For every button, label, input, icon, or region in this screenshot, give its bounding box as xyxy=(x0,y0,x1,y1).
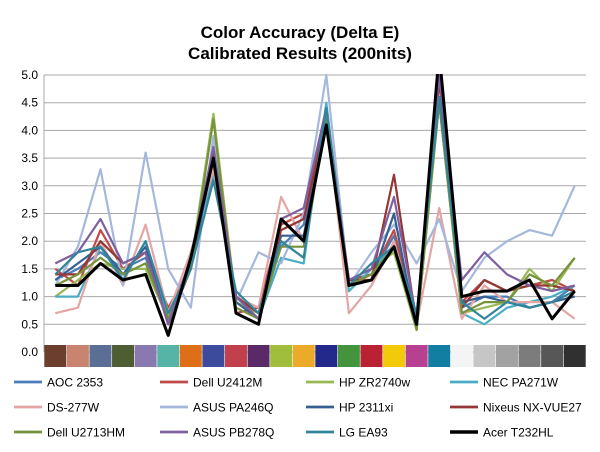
y-axis-ticks: 0.0 0.5 1.0 1.5 2.0 2.5 3.0 3.5 4.0 4.5 5.0 xyxy=(21,68,38,359)
legend-label: AOC 2353 xyxy=(47,376,103,390)
legend-label: ASUS PB278Q xyxy=(193,426,274,440)
y-tick-label: 5.0 xyxy=(21,68,38,82)
chart-title: Color Accuracy (Delta E) xyxy=(201,23,400,42)
legend-label: Dell U2713HM xyxy=(47,426,125,440)
x-color-swatch xyxy=(270,345,293,367)
legend-label: HP ZR2740w xyxy=(339,376,410,390)
chart-subtitle: Calibrated Results (200nits) xyxy=(188,44,412,63)
y-tick-label: 1.5 xyxy=(21,262,38,276)
x-axis-color-swatches xyxy=(44,345,586,367)
series-line-11 xyxy=(55,74,576,337)
series-line-9 xyxy=(54,74,575,326)
legend-label: HP 2311xi xyxy=(339,401,393,415)
x-color-swatch xyxy=(134,345,157,367)
x-color-swatch xyxy=(202,345,225,367)
y-tick-label: 4.5 xyxy=(21,96,38,110)
legend-label: Nixeus NX-VUE27 xyxy=(483,401,582,415)
y-tick-label: 2.5 xyxy=(21,207,38,221)
x-color-swatch xyxy=(337,345,360,367)
x-color-swatch xyxy=(292,345,315,367)
legend-label: DS-277W xyxy=(47,401,100,415)
x-color-swatch xyxy=(405,345,428,367)
y-tick-label: 2.0 xyxy=(21,234,38,248)
x-color-swatch xyxy=(450,345,473,367)
y-tick-label: 3.5 xyxy=(21,151,38,165)
x-color-swatch xyxy=(518,345,541,367)
x-color-swatch xyxy=(563,345,586,367)
x-color-swatch xyxy=(428,345,451,367)
x-color-swatch xyxy=(541,345,564,367)
series-lines xyxy=(54,74,576,337)
x-color-swatch xyxy=(66,345,89,367)
x-color-swatch xyxy=(360,345,383,367)
x-color-swatch xyxy=(179,345,202,367)
y-tick-label: 1.0 xyxy=(21,290,38,304)
x-color-swatch xyxy=(112,345,135,367)
x-color-swatch xyxy=(247,345,270,367)
legend-label: ASUS PA246Q xyxy=(193,401,273,415)
legend-label: Dell U2412M xyxy=(193,376,262,390)
x-color-swatch xyxy=(157,345,180,367)
legend: AOC 2353 Dell U2412M HP ZR2740w NEC PA271W D… xyxy=(14,376,582,440)
x-color-swatch xyxy=(224,345,247,367)
legend-label: NEC PA271W xyxy=(483,376,559,390)
x-color-swatch xyxy=(473,345,496,367)
x-color-swatch xyxy=(44,345,67,367)
series-line-7 xyxy=(55,79,575,326)
legend-label: LG EA93 xyxy=(339,426,388,440)
legend-label: Acer T232HL xyxy=(483,426,554,440)
y-tick-label: 4.0 xyxy=(21,123,38,137)
x-color-swatch xyxy=(383,345,406,367)
x-color-swatch xyxy=(495,345,518,367)
y-tick-label: 0.0 xyxy=(21,345,38,359)
y-tick-label: 0.5 xyxy=(21,317,38,331)
y-tick-label: 3.0 xyxy=(21,179,38,193)
x-color-swatch xyxy=(315,345,338,367)
series-line-1 xyxy=(54,79,576,320)
x-color-swatch xyxy=(89,345,112,367)
